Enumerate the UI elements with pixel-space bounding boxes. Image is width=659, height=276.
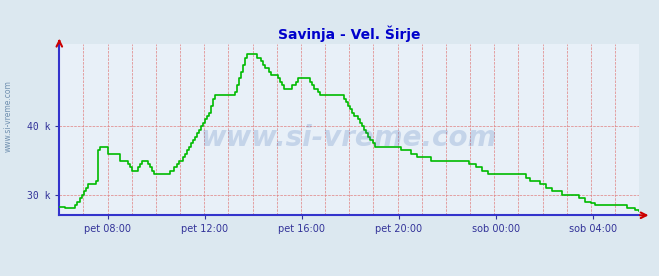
Title: Savinja - Vel. Širje: Savinja - Vel. Širje (278, 25, 420, 42)
Text: www.si-vreme.com: www.si-vreme.com (201, 124, 498, 152)
Text: www.si-vreme.com: www.si-vreme.com (3, 80, 13, 152)
